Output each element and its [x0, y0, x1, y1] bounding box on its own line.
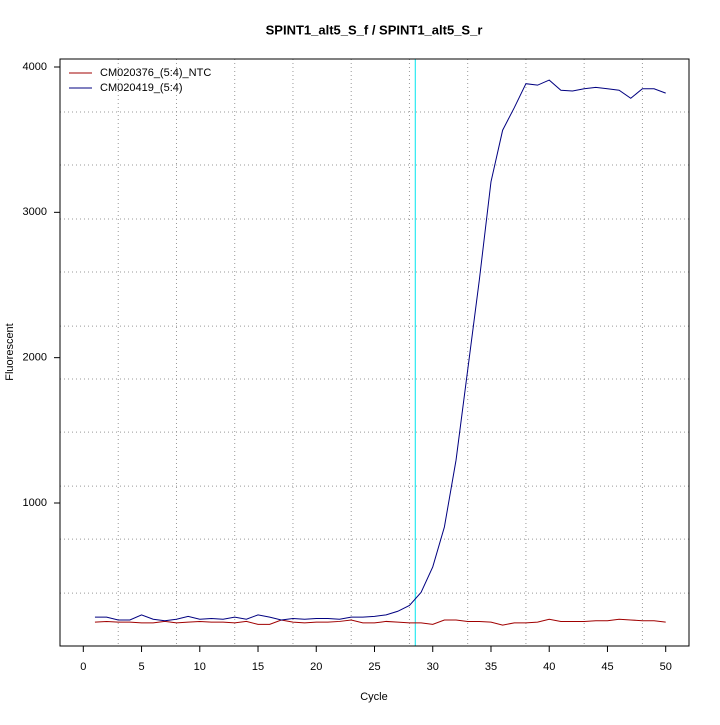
data-line — [94, 618, 666, 626]
x-tick-label: 10 — [194, 661, 206, 673]
x-tick-label: 40 — [543, 661, 555, 673]
y-tick-label: 1000 — [23, 497, 47, 509]
x-tick-label: 30 — [427, 661, 439, 673]
chart-title: SPINT1_alt5_S_f / SPINT1_alt5_S_r — [266, 22, 483, 37]
y-tick-label: 4000 — [23, 61, 47, 73]
data-line — [94, 79, 666, 622]
plot-frame — [59, 58, 690, 647]
y-tick-label: 3000 — [23, 206, 47, 218]
legend-label: CM020419_(5:4) — [100, 82, 183, 94]
x-tick-label: 15 — [252, 661, 264, 673]
x-tick-label: 0 — [80, 661, 86, 673]
legend-label: CM020376_(5:4)_NTC — [100, 67, 211, 79]
x-tick-label: 25 — [368, 661, 380, 673]
x-tick-label: 35 — [485, 661, 497, 673]
x-tick-label: 50 — [660, 661, 672, 673]
y-axis-label: Fluorescent — [4, 323, 16, 380]
x-tick-label: 5 — [138, 661, 144, 673]
y-tick-label: 2000 — [23, 352, 47, 364]
x-tick-label: 20 — [310, 661, 322, 673]
x-axis-label: Cycle — [360, 691, 388, 703]
x-tick-label: 45 — [601, 661, 613, 673]
